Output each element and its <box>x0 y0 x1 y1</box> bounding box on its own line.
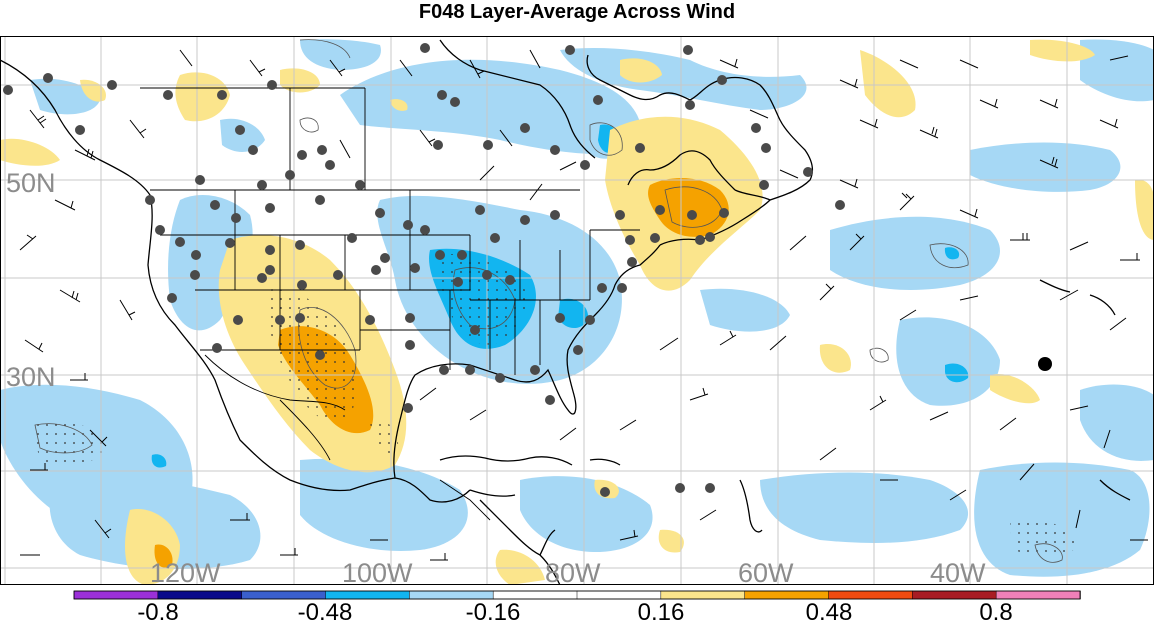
colorbar-outline <box>73 590 1081 600</box>
colorbar-cell <box>492 590 578 600</box>
lat-label-30n: 30N <box>6 362 56 392</box>
colorbar-cell <box>73 590 159 600</box>
highlight-marker <box>1038 357 1052 371</box>
lon-label-120w: 120W <box>150 558 221 588</box>
colorbar-cell <box>828 590 914 600</box>
station-markers <box>3 43 845 497</box>
lon-label-100w: 100W <box>342 558 413 588</box>
political-boundaries <box>140 87 640 521</box>
map-panel: 50N 30N 120W 100W 80W 60W 40W <box>0 36 1154 588</box>
graticule <box>0 36 1154 585</box>
lon-label-80w: 80W <box>545 558 601 588</box>
colorbar-cells <box>73 590 1081 600</box>
colorbar-tick-labels: -0.8 -0.48 -0.16 0.16 0.48 0.8 <box>137 599 1012 622</box>
lon-label-60w: 60W <box>738 558 794 588</box>
colorbar-cell <box>409 590 494 600</box>
colorbar-cell <box>660 590 746 600</box>
colorbar-cell <box>157 590 243 600</box>
map-labels: 50N 30N 120W 100W 80W 60W 40W <box>6 168 986 588</box>
colorbar-cell <box>241 590 327 600</box>
colorbar-tick-label: 0.8 <box>979 599 1012 622</box>
colorbar-cell <box>744 590 830 600</box>
lon-label-40w: 40W <box>930 558 986 588</box>
map-title: F048 Layer-Average Across Wind <box>418 1 736 23</box>
colorbar-tick-label: 0.16 <box>638 599 685 622</box>
negative-shading <box>0 39 1154 577</box>
colorbar-tick-label: -0.8 <box>137 599 178 622</box>
colorbar-tick-label: 0.48 <box>806 599 853 622</box>
wind-barbs <box>19 49 1148 561</box>
colorbar-cell <box>995 590 1081 600</box>
colorbar: -0.8 -0.48 -0.16 0.16 0.48 0.8 <box>73 590 1081 622</box>
coastlines <box>0 39 1131 585</box>
colorbar-tick-label: -0.48 <box>298 599 353 622</box>
lat-label-50n: 50N <box>6 168 56 198</box>
colorbar-tick-label: -0.16 <box>466 599 521 622</box>
colorbar-cell <box>325 590 411 600</box>
colorbar-cell <box>576 590 662 600</box>
colorbar-cell <box>912 590 997 600</box>
